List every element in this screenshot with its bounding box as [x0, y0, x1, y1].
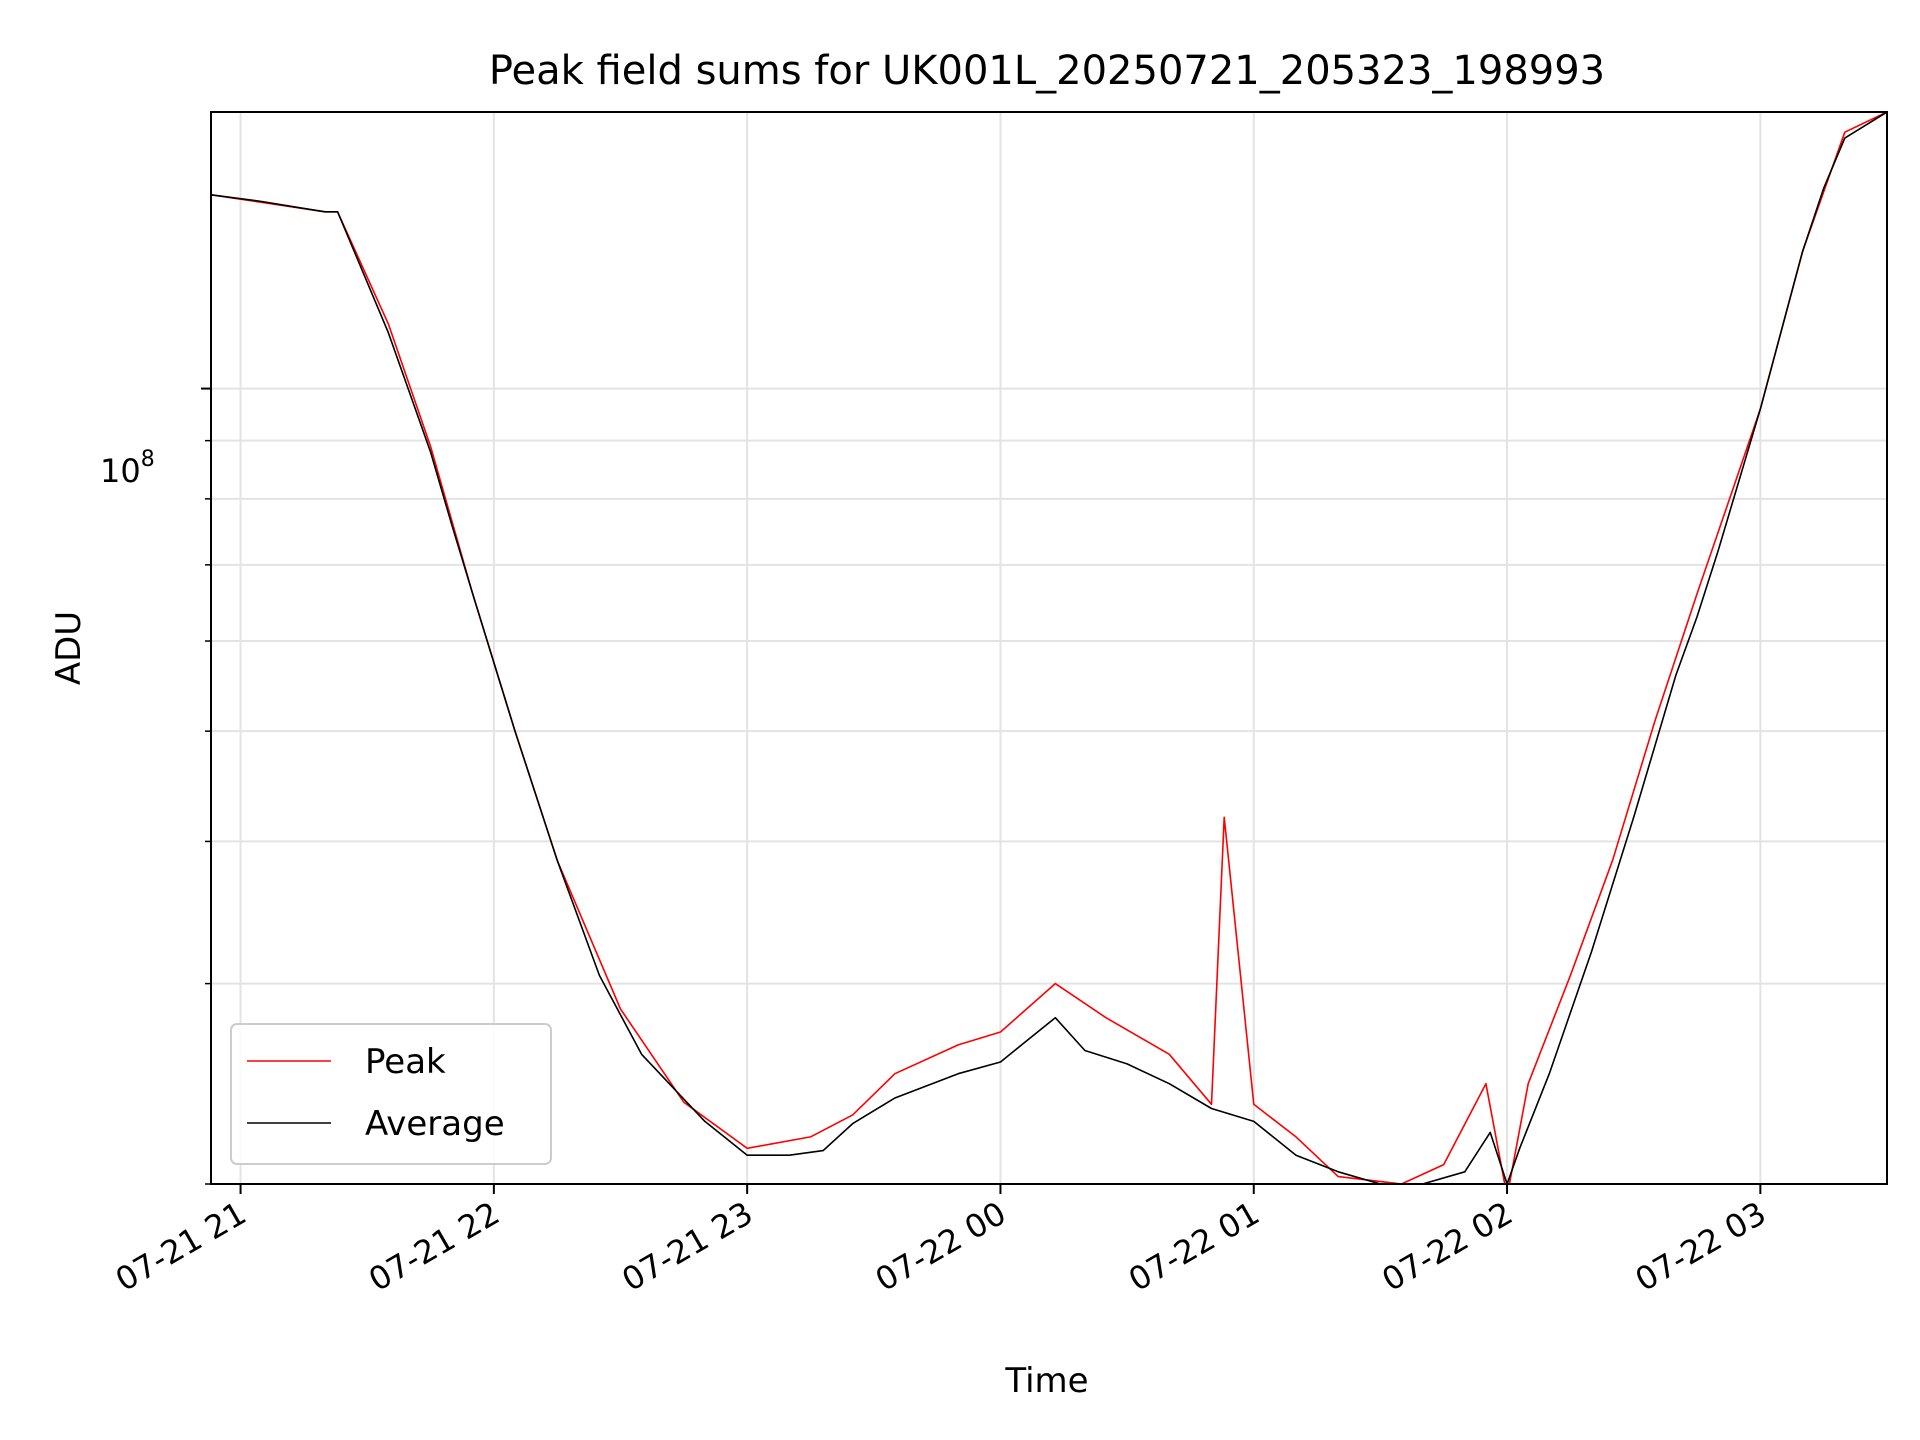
plot-frame [210, 111, 1888, 1185]
y-axis-label: ADU [49, 611, 89, 685]
average-series-line [211, 112, 1887, 1184]
legend-box [230, 1023, 552, 1165]
y-axis: 108 [100, 387, 211, 1185]
legend: Peak Average [230, 1023, 552, 1165]
x-axis-label: Time [1004, 1361, 1088, 1401]
legend-average-label: Average [365, 1104, 505, 1144]
y-tick-label: 108 [100, 447, 155, 490]
plot-series [211, 112, 1887, 1184]
chart-title: Peak field sums for UK001L_20250721_2053… [489, 48, 1605, 94]
legend-peak-label: Peak [365, 1042, 446, 1082]
